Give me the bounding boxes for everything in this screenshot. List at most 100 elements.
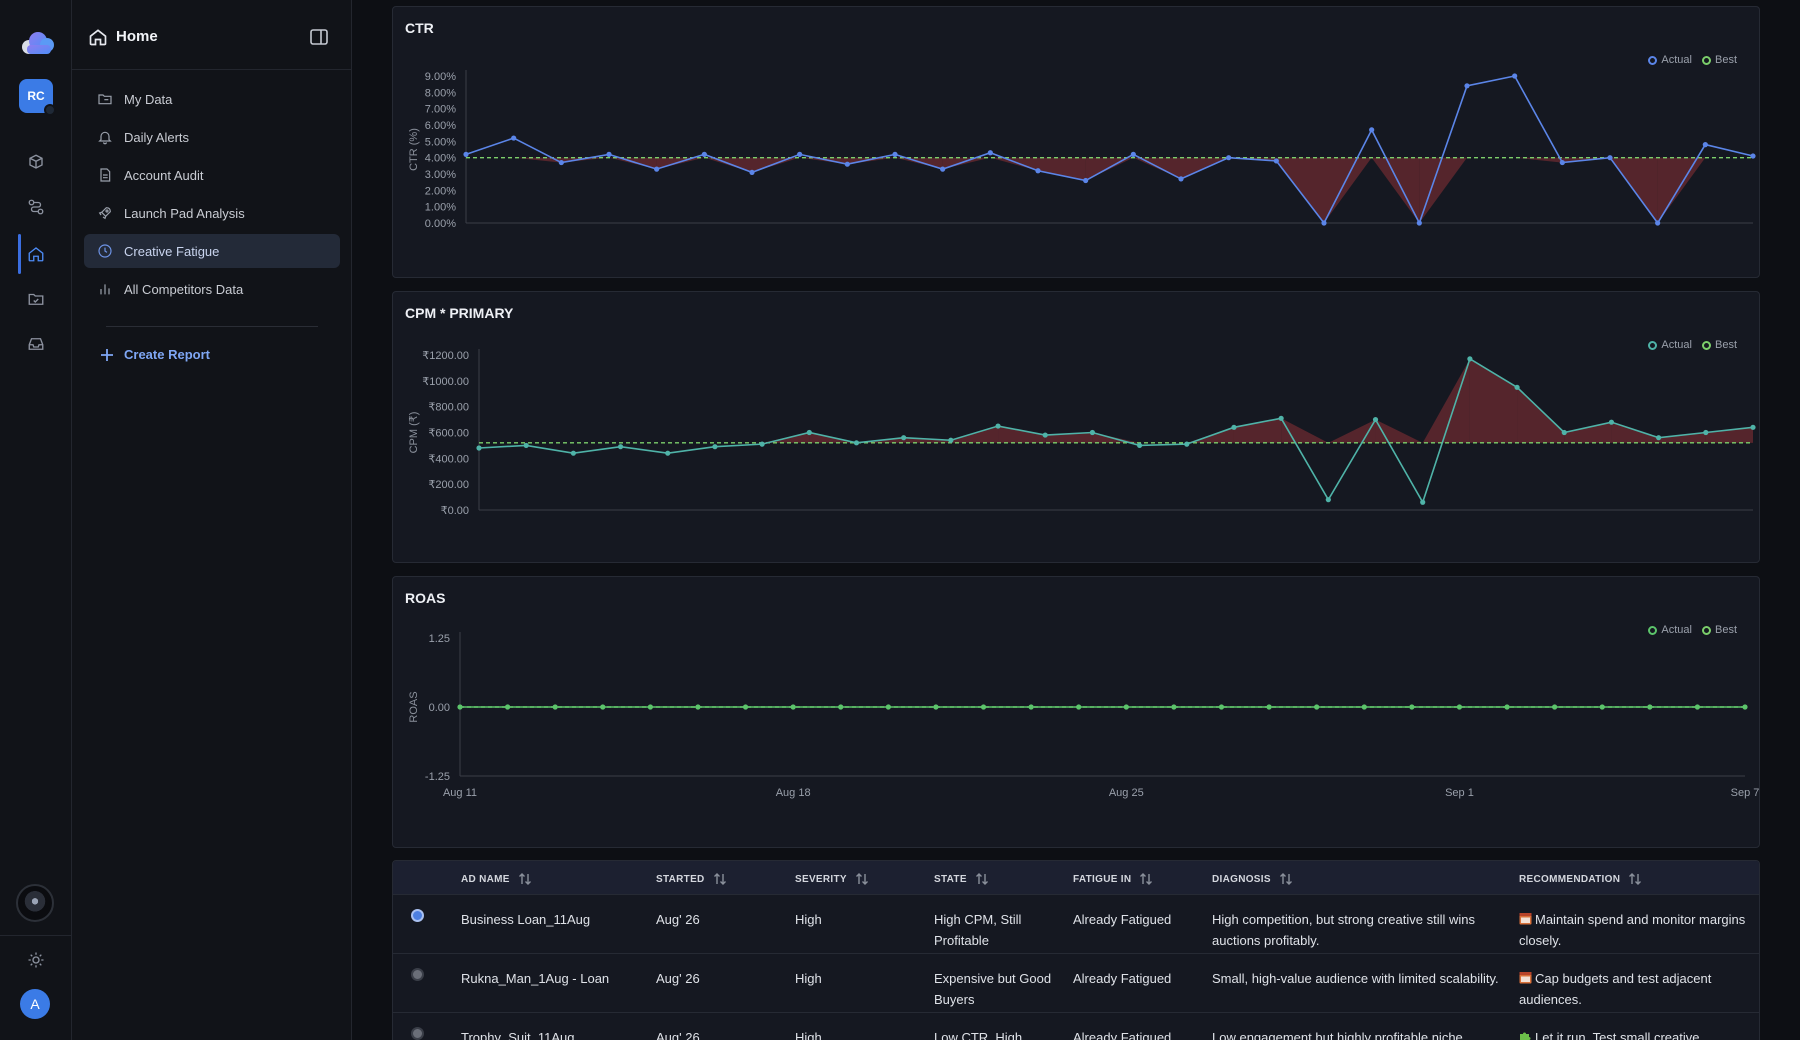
settings-sun-icon[interactable] bbox=[24, 948, 48, 972]
fatigue-area bbox=[1085, 157, 1134, 181]
data-point bbox=[1372, 416, 1379, 423]
camera-avatar[interactable] bbox=[16, 884, 54, 922]
fatigue-area bbox=[1281, 418, 1329, 443]
fatigue-area bbox=[609, 157, 657, 170]
data-point bbox=[1742, 704, 1748, 710]
sort-icon[interactable] bbox=[713, 872, 727, 886]
data-point bbox=[1130, 151, 1136, 157]
col-ad-name[interactable]: AD NAME bbox=[461, 872, 532, 886]
data-point bbox=[1512, 73, 1518, 79]
y-tick-label: 1.25 bbox=[429, 633, 450, 645]
data-point bbox=[695, 704, 701, 710]
home-icon[interactable] bbox=[24, 242, 48, 266]
workspace-avatar[interactable]: RC bbox=[19, 79, 56, 116]
fatigue-area bbox=[1657, 157, 1706, 223]
sidebar-item-all-competitors-data[interactable]: All Competitors Data bbox=[84, 272, 340, 306]
folder-check-icon[interactable] bbox=[24, 287, 48, 311]
row-select-radio[interactable] bbox=[411, 968, 424, 981]
cell-severity: High bbox=[795, 912, 822, 927]
fatigue-area bbox=[1375, 419, 1423, 443]
fatigue-area bbox=[1133, 157, 1181, 179]
data-point bbox=[885, 704, 891, 710]
sidebar-item-creative-fatigue[interactable]: Creative Fatigue bbox=[84, 234, 340, 268]
data-point bbox=[712, 444, 718, 450]
col-started[interactable]: STARTED bbox=[656, 872, 727, 886]
sidebar-collapse-icon[interactable] bbox=[310, 29, 328, 45]
data-point bbox=[1750, 424, 1756, 430]
route-icon[interactable] bbox=[24, 195, 48, 219]
sidebar-item-my-data[interactable]: My Data bbox=[84, 82, 340, 116]
data-point bbox=[606, 151, 612, 157]
cube-stack-icon[interactable] bbox=[24, 150, 48, 174]
sort-icon[interactable] bbox=[518, 872, 532, 886]
col-fatigue-in[interactable]: FATIGUE IN bbox=[1073, 872, 1153, 886]
legend-item-actual[interactable]: Actual bbox=[1648, 339, 1692, 351]
sidebar-item-daily-alerts[interactable]: Daily Alerts bbox=[84, 120, 340, 154]
fatigue-area bbox=[1564, 422, 1612, 443]
cell-ad-name: Trophy_Suit_11Aug bbox=[461, 1030, 575, 1040]
data-point bbox=[1369, 127, 1375, 133]
y-tick-label: 4.00% bbox=[425, 153, 456, 165]
legend-item-best[interactable]: Best bbox=[1701, 54, 1737, 66]
legend-label: Best bbox=[1714, 339, 1737, 351]
data-point bbox=[980, 704, 987, 710]
ctr-chart-card: CTR Actual Best 0.00% 1.00% 2.00% 3.00% 4.00… bbox=[392, 6, 1760, 278]
legend-item-actual[interactable]: Actual bbox=[1648, 624, 1692, 636]
sort-icon[interactable] bbox=[1628, 872, 1642, 886]
col-label: STARTED bbox=[656, 873, 705, 885]
legend-item-actual[interactable]: Actual bbox=[1648, 54, 1692, 66]
create-report-button[interactable]: Create Report bbox=[100, 347, 210, 362]
fatigue-area bbox=[990, 157, 1038, 171]
inbox-icon[interactable] bbox=[24, 332, 48, 356]
bar-chart-icon bbox=[96, 280, 114, 298]
legend-item-best[interactable]: Best bbox=[1701, 339, 1737, 351]
y-tick-label: 5.00% bbox=[425, 136, 456, 148]
sidebar-item-account-audit[interactable]: Account Audit bbox=[84, 158, 340, 192]
y-tick-label: 0.00% bbox=[425, 218, 456, 230]
data-point bbox=[1656, 435, 1662, 441]
recommendation-text: Maintain spend and monitor margins close… bbox=[1519, 912, 1746, 948]
create-report-label: Create Report bbox=[124, 347, 210, 362]
data-point bbox=[476, 445, 482, 451]
fatigue-area bbox=[1186, 427, 1234, 443]
x-tick-label: Sep 1 bbox=[1445, 787, 1474, 799]
table-row[interactable]: Trophy_Suit_11Aug Aug' 26 High Low CTR, … bbox=[393, 1013, 1759, 1040]
y-tick-label: 1.00% bbox=[425, 202, 456, 214]
data-point bbox=[1089, 429, 1096, 436]
home-icon bbox=[89, 29, 107, 46]
col-severity[interactable]: SEVERITY bbox=[795, 872, 869, 886]
brand-logo-icon[interactable] bbox=[18, 30, 56, 56]
data-point bbox=[1464, 83, 1470, 89]
data-point bbox=[1226, 155, 1232, 161]
data-point bbox=[1467, 356, 1473, 362]
col-label: DIAGNOSIS bbox=[1212, 873, 1271, 885]
data-point bbox=[853, 440, 860, 446]
clock-icon bbox=[96, 242, 114, 260]
data-point bbox=[1559, 159, 1565, 166]
cell-started: Aug' 26 bbox=[656, 971, 700, 986]
fatigue-area bbox=[1038, 157, 1086, 181]
sort-icon[interactable] bbox=[855, 872, 869, 886]
table-row[interactable]: Business Loan_11Aug Aug' 26 High High CP… bbox=[393, 895, 1759, 954]
user-avatar[interactable]: A bbox=[20, 989, 50, 1019]
sort-icon[interactable] bbox=[1139, 872, 1153, 886]
y-tick-label: ₹1000.00 bbox=[422, 376, 469, 388]
sort-icon[interactable] bbox=[1279, 872, 1293, 886]
row-select-radio[interactable] bbox=[411, 909, 424, 922]
rail-divider bbox=[0, 935, 72, 936]
workspace-initials: RC bbox=[27, 89, 45, 103]
row-select-radio[interactable] bbox=[411, 1027, 424, 1040]
col-diagnosis[interactable]: DIAGNOSIS bbox=[1212, 872, 1293, 886]
col-label: AD NAME bbox=[461, 873, 510, 885]
legend-item-best[interactable]: Best bbox=[1701, 624, 1737, 636]
chart-legend: Actual Best bbox=[1648, 54, 1737, 66]
data-point bbox=[1504, 704, 1510, 710]
table-row[interactable]: Rukna_Man_1Aug - Loan Aug' 26 High Expen… bbox=[393, 954, 1759, 1013]
data-point bbox=[523, 442, 529, 449]
col-recommendation[interactable]: RECOMMENDATION bbox=[1519, 872, 1642, 886]
sidebar-item-launch-pad-analysis[interactable]: Launch Pad Analysis bbox=[84, 196, 340, 230]
data-point bbox=[742, 704, 749, 710]
sort-icon[interactable] bbox=[975, 872, 989, 886]
col-state[interactable]: STATE bbox=[934, 872, 989, 886]
